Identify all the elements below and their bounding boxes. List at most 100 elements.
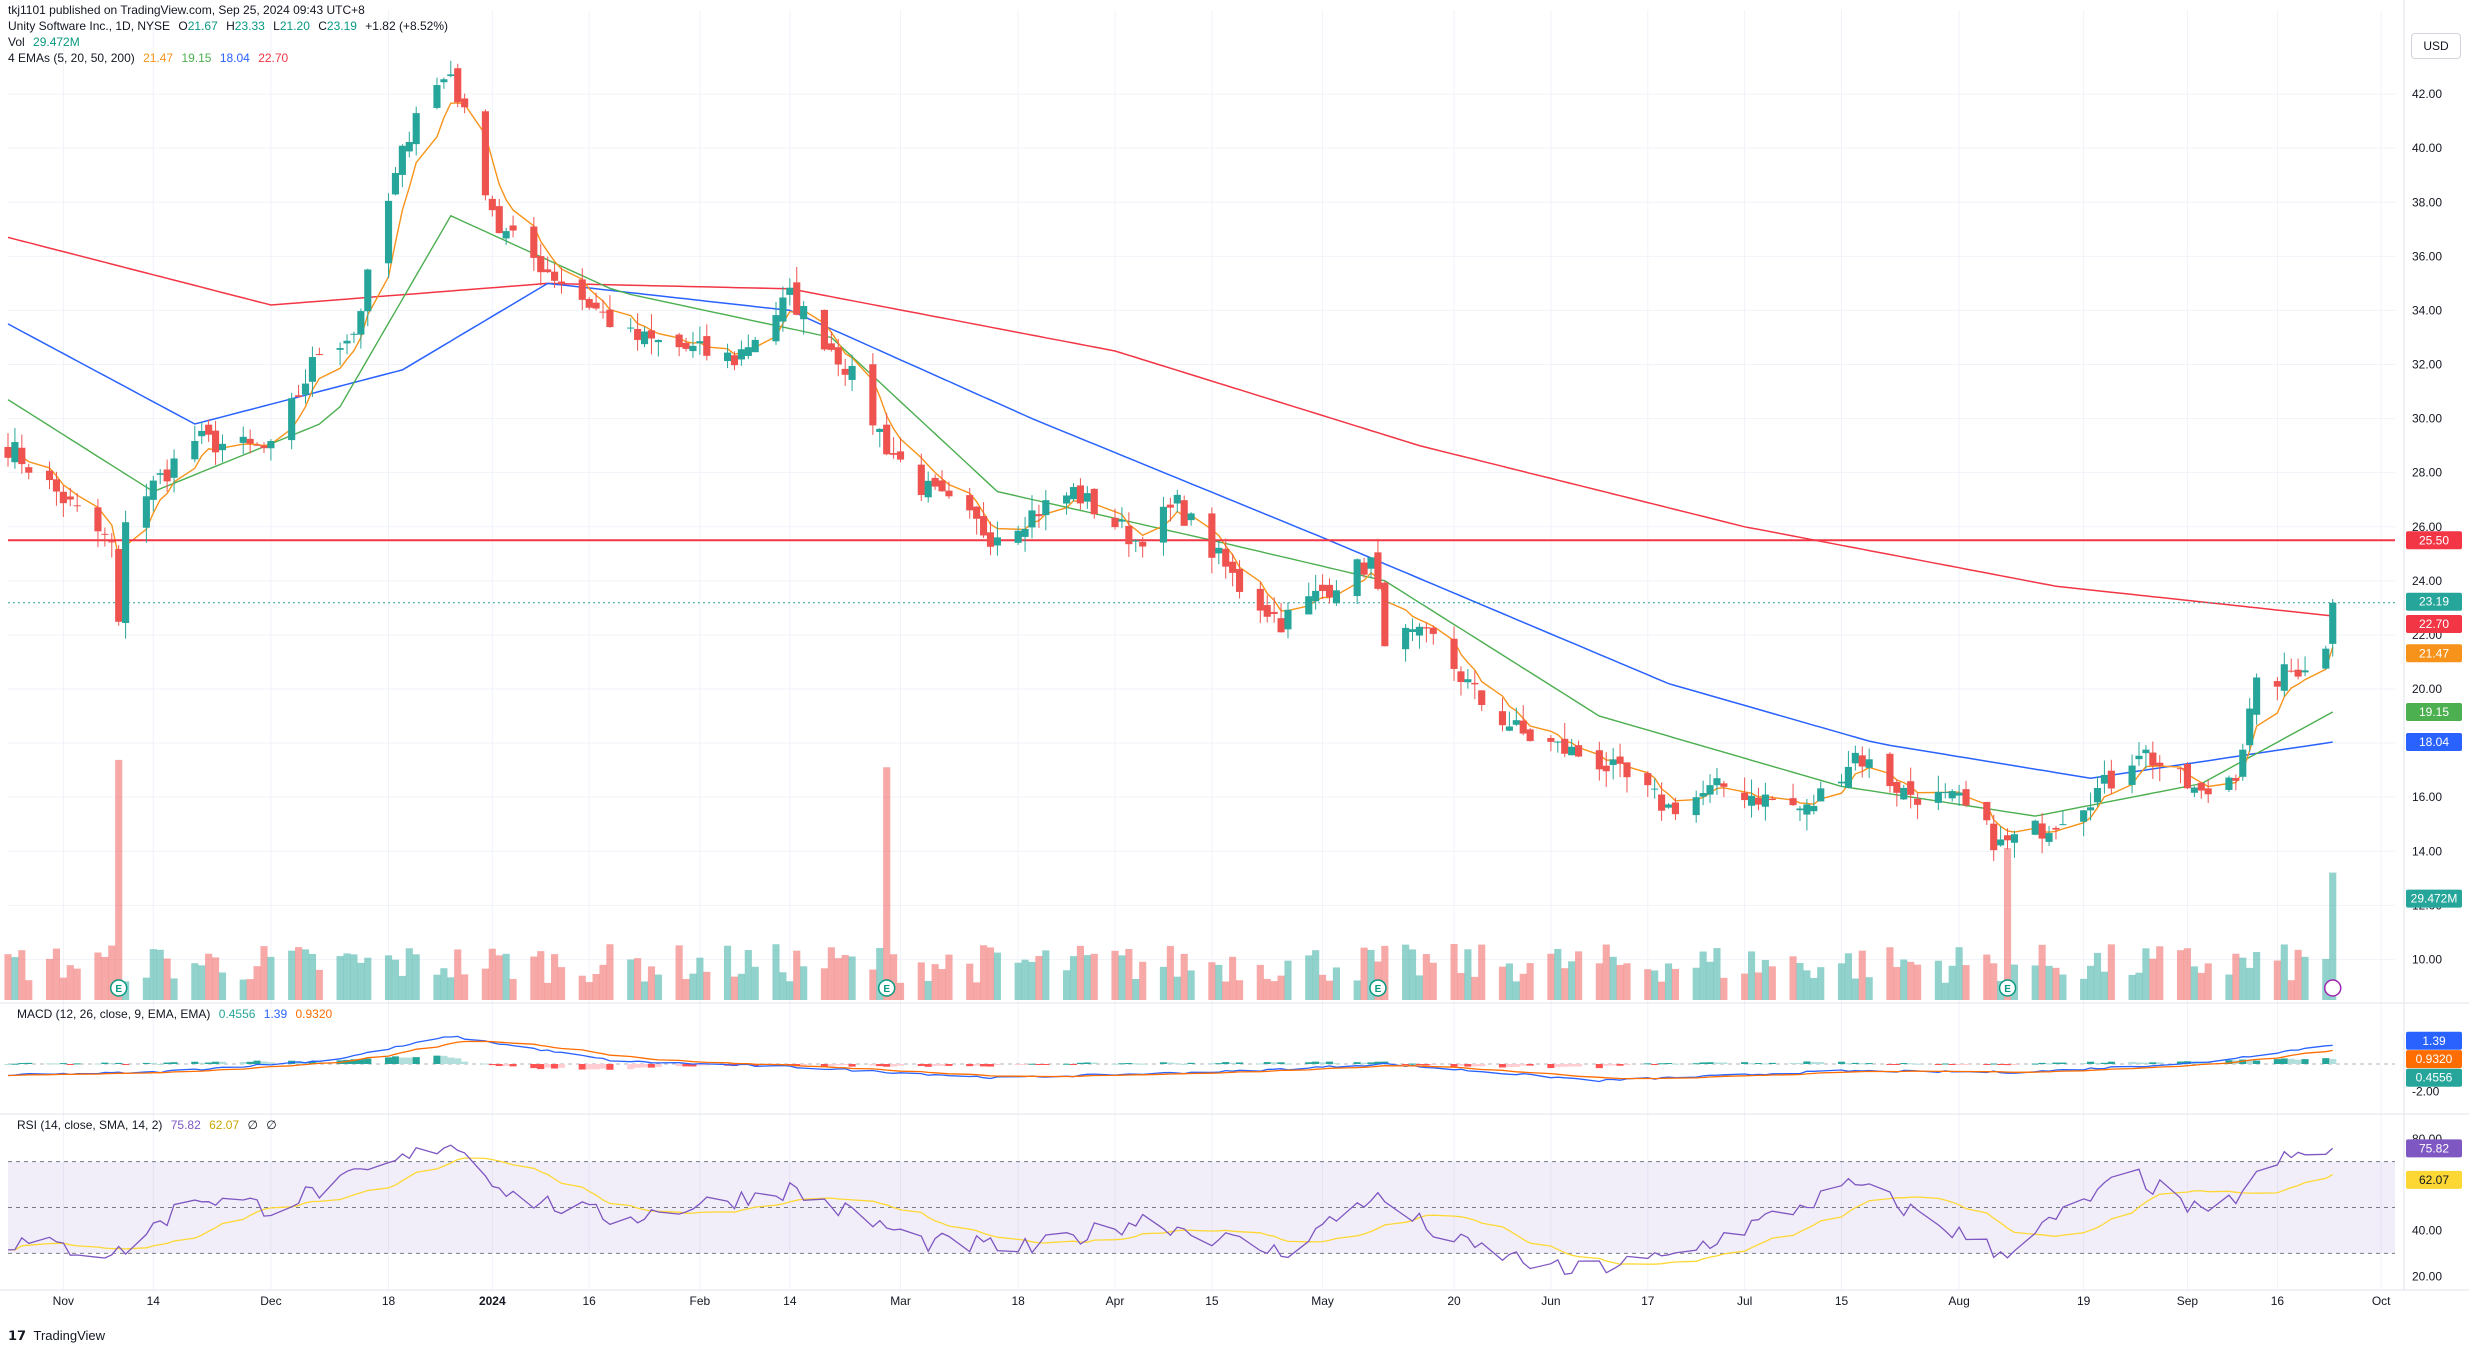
candle-body: [924, 480, 932, 498]
candle-body: [730, 355, 739, 366]
volume-bar: [1623, 963, 1631, 1000]
candle-body: [198, 430, 206, 437]
candle-body: [1471, 682, 1479, 685]
volume-bar: [52, 948, 60, 1000]
macd-histogram-bar: [142, 1062, 150, 1064]
volume-bar: [2038, 944, 2046, 1000]
candle-body: [2038, 823, 2046, 839]
x-tick-label: Sep: [2177, 1294, 2199, 1308]
volume-label[interactable]: Vol: [8, 35, 25, 49]
macd-histogram-bar: [2052, 1062, 2060, 1064]
volume-bar: [654, 974, 662, 1000]
currency-button[interactable]: USD: [2411, 33, 2461, 59]
candle-body: [682, 342, 690, 349]
candle-body: [18, 447, 26, 465]
candle-body: [1561, 738, 1569, 754]
macd-histogram-bar: [1063, 1063, 1071, 1065]
volume-bar: [696, 957, 704, 1000]
volume-bar: [1478, 944, 1486, 1000]
candle-body: [1609, 759, 1617, 765]
candle-body: [578, 279, 586, 300]
volume-bar: [730, 976, 739, 1000]
candle-body: [986, 532, 995, 547]
volume-bar: [1284, 960, 1292, 1000]
macd-histogram-bar: [703, 1064, 711, 1066]
volume-bar: [461, 974, 469, 1000]
volume-bar: [170, 978, 178, 1000]
macd-histogram-bar: [2080, 1063, 2088, 1065]
macd-histogram-bar: [1429, 1064, 1437, 1066]
price-tick-label: 38.00: [2412, 195, 2442, 209]
macd-histogram-bar: [800, 1064, 808, 1067]
volume-bar: [2204, 963, 2212, 1000]
volume-bar: [2280, 944, 2288, 1000]
tag-macd-hist-bg: [2406, 1068, 2462, 1087]
macd-histogram-bar: [1886, 1064, 1894, 1065]
rsi-sma-line: [7, 1157, 2334, 1265]
macd-histogram-bar: [1014, 1064, 1022, 1065]
macd-histogram-bar: [841, 1064, 849, 1066]
macd-histogram-bar: [2149, 1062, 2157, 1064]
volume-bar: [1941, 982, 1949, 1000]
candle-body: [191, 441, 199, 460]
price-tick-label: 16.00: [2412, 790, 2442, 804]
volume-bar: [2239, 957, 2247, 1000]
candle-body: [979, 516, 988, 536]
tag-macd-bg: [2406, 1031, 2462, 1050]
close-label: C: [318, 19, 327, 33]
macd-label[interactable]: MACD (12, 26, close, 9, EMA, EMA): [17, 1007, 211, 1021]
tag-ema20: 19.15: [2419, 705, 2449, 719]
rsi-label[interactable]: RSI (14, close, SMA, 14, 2): [17, 1118, 163, 1132]
candle-body: [1810, 805, 1818, 812]
published-line: tkj1101 published on TradingView.com, Se…: [8, 2, 370, 18]
candle-body: [1858, 755, 1866, 767]
candle-body: [1180, 500, 1188, 526]
volume-bar: [502, 953, 510, 1000]
tag-volume-bg: [2406, 889, 2462, 908]
symbol-title[interactable]: Unity Software Inc., 1D, NYSE: [8, 19, 171, 33]
macd-histogram-bar: [1028, 1063, 1036, 1065]
candle-body: [1367, 557, 1375, 569]
macd-histogram-bar: [1893, 1064, 1901, 1065]
macd-histogram-bar: [1111, 1063, 1119, 1065]
volume-bar: [2128, 974, 2136, 1000]
volume-bar: [1658, 981, 1666, 1000]
macd-histogram-bar: [239, 1062, 247, 1064]
ema5-line: [7, 102, 2334, 833]
macd-histogram-bar: [1312, 1061, 1320, 1064]
volume-bar: [2003, 848, 2012, 1000]
volume-bar: [723, 945, 732, 1000]
macd-histogram-bar: [253, 1060, 261, 1064]
candle-body: [2100, 774, 2108, 784]
candle-body: [1450, 638, 1458, 669]
candle-body: [993, 537, 1001, 546]
candle-body: [315, 353, 323, 356]
volume-bar: [544, 982, 552, 1000]
volume-bar: [551, 954, 559, 1000]
x-tick-label: 18: [1011, 1294, 1025, 1308]
macd-histogram-bar: [2045, 1063, 2053, 1065]
volume-bar: [1215, 964, 1223, 1000]
macd-histogram-bar: [1284, 1063, 1292, 1065]
candle-body: [73, 505, 81, 507]
macd-histogram-bar: [2142, 1062, 2150, 1064]
x-tick-label: Nov: [53, 1294, 74, 1308]
macd-histogram-bar: [640, 1064, 649, 1068]
volume-bar: [1526, 963, 1534, 1000]
volume-bar: [1754, 972, 1763, 1000]
rsi-extra2: ∅: [266, 1118, 277, 1132]
candle-body: [1305, 596, 1313, 615]
macd-histogram-bar: [2280, 1058, 2288, 1064]
volume-bar: [703, 971, 711, 1000]
macd-histogram-bar: [2031, 1063, 2039, 1065]
ema-label[interactable]: 4 EMAs (5, 20, 50, 200): [8, 51, 135, 65]
macd-histogram-bar: [1754, 1063, 1763, 1065]
macd-histogram-bar: [848, 1064, 856, 1067]
candle-body: [966, 495, 974, 511]
volume-bar: [488, 948, 496, 1000]
macd-histogram-bar: [218, 1061, 227, 1064]
macd-histogram-bar: [509, 1064, 517, 1067]
macd-histogram-bar: [2225, 1060, 2233, 1064]
